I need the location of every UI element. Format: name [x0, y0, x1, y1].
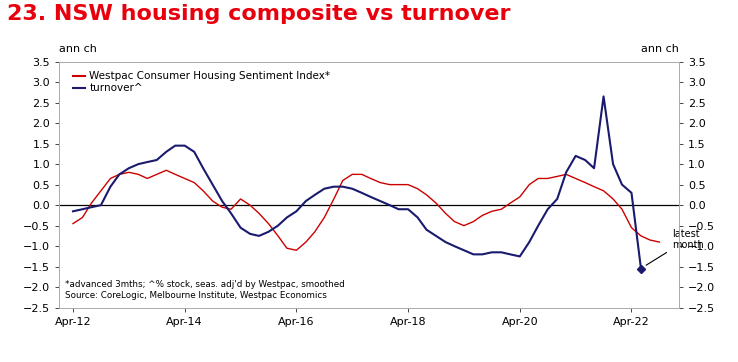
Text: 23. NSW housing composite vs turnover: 23. NSW housing composite vs turnover — [7, 4, 511, 24]
Text: ann ch: ann ch — [641, 44, 679, 54]
Text: ann ch: ann ch — [59, 44, 97, 54]
Legend: Westpac Consumer Housing Sentiment Index*, turnover^: Westpac Consumer Housing Sentiment Index… — [70, 69, 332, 96]
Text: *advanced 3mths; ^% stock, seas. adj'd by Westpac, smoothed
Source: CoreLogic, M: *advanced 3mths; ^% stock, seas. adj'd b… — [65, 279, 345, 300]
Text: latest
month: latest month — [646, 229, 703, 265]
